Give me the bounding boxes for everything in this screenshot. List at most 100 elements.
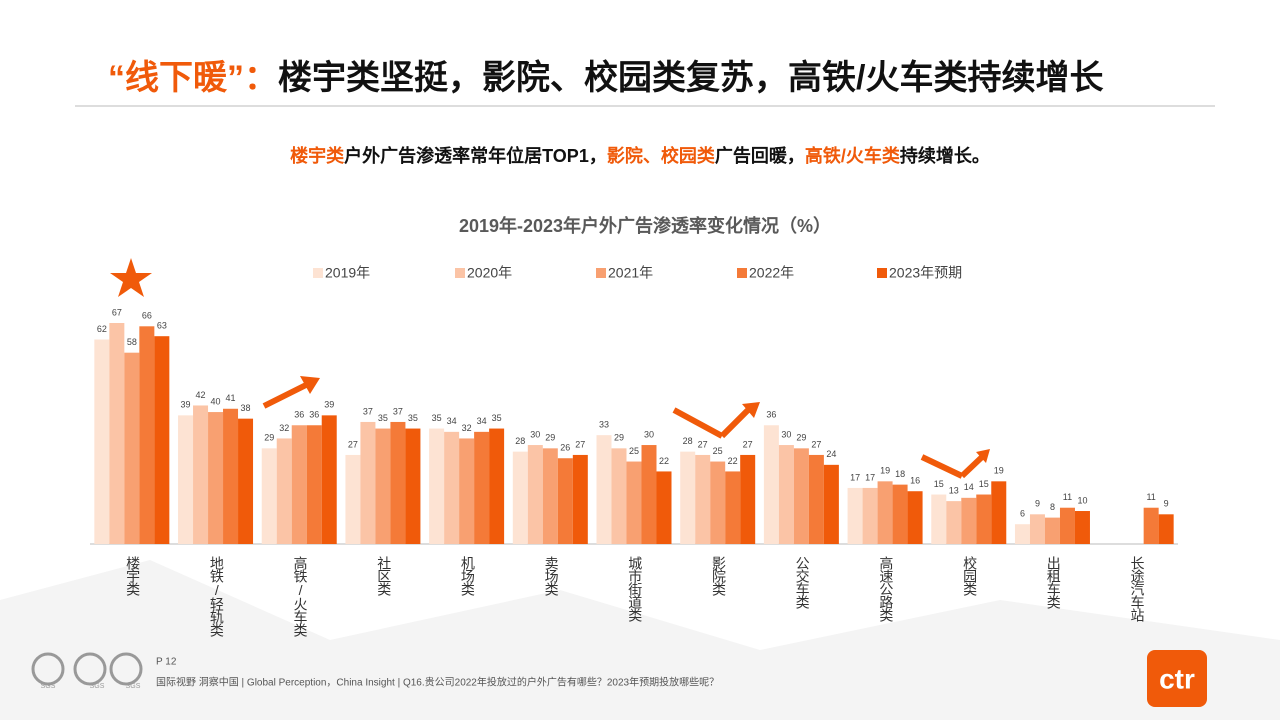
value-label: 27: [811, 439, 821, 449]
value-label: 58: [127, 337, 137, 347]
value-label: 29: [796, 433, 806, 443]
value-label: 11: [1063, 492, 1072, 502]
bar: [276, 438, 292, 544]
background-shape: [0, 560, 1280, 720]
slide-title: “线下暖”：楼宇类坚挺，影院、校园类复苏，高铁/火车类持续增长: [108, 58, 1103, 97]
badge-text: SGS: [41, 683, 56, 690]
value-label: 63: [157, 321, 167, 331]
value-label: 17: [865, 472, 875, 482]
x-tick-label: 校园类: [962, 555, 978, 596]
bar: [306, 425, 322, 544]
value-label: 35: [378, 413, 388, 423]
value-label: 42: [196, 390, 206, 400]
value-label: 40: [211, 396, 221, 406]
bar: [862, 487, 878, 544]
bar: [823, 464, 839, 544]
bar: [345, 454, 361, 544]
bar: [474, 431, 490, 544]
bar: [360, 421, 376, 544]
bar: [991, 481, 1007, 544]
value-label: 39: [324, 400, 334, 410]
value-label: 27: [348, 439, 358, 449]
badge-text: SGS: [126, 683, 141, 690]
bar: [725, 471, 741, 544]
value-label: 16: [910, 476, 920, 486]
bar: [429, 428, 445, 544]
logo: ctr: [1159, 663, 1195, 694]
bar: [1014, 524, 1030, 544]
value-label: 28: [683, 436, 693, 446]
bar: [710, 461, 726, 544]
value-label: 36: [294, 410, 304, 420]
text-run: 楼宇类坚挺，影院、校园类复苏，高铁/火车类持续增长: [278, 58, 1103, 97]
x-tick-label: 卖场类: [544, 556, 560, 596]
bar: [124, 352, 140, 544]
bar: [238, 418, 254, 544]
value-label: 27: [575, 439, 585, 449]
bar: [512, 451, 528, 544]
value-label: 66: [142, 311, 152, 321]
value-label: 38: [241, 403, 251, 413]
value-label: 27: [743, 439, 753, 449]
arrow-heads: [300, 376, 990, 463]
value-label: 35: [432, 413, 442, 423]
bar: [1029, 514, 1045, 544]
bar: [1044, 517, 1060, 544]
logo-box: [1147, 650, 1207, 707]
bar: [641, 445, 657, 544]
value-label: 9: [1035, 499, 1040, 509]
value-label: 29: [264, 433, 274, 443]
value-label: 9: [1164, 499, 1169, 509]
legend-label: 2023年预期: [889, 265, 962, 281]
bar: [695, 454, 711, 544]
bar: [961, 497, 977, 544]
bar: [193, 405, 209, 544]
legend-label: 2021年: [608, 265, 653, 281]
value-label: 18: [895, 469, 905, 479]
badge-text: SGS: [90, 683, 105, 690]
bar: [261, 448, 277, 544]
bar: [946, 501, 962, 544]
text-run: “线下暖”：: [108, 59, 278, 97]
bar: [223, 408, 239, 544]
bar: [808, 454, 824, 544]
bar: [405, 428, 421, 544]
value-label: 37: [393, 406, 403, 416]
bar: [390, 421, 406, 544]
value-label: 22: [728, 456, 738, 466]
value-label: 35: [408, 413, 418, 423]
value-label: 19: [994, 466, 1004, 476]
legend-swatch: [455, 268, 465, 278]
bar: [778, 445, 794, 544]
value-label: 28: [515, 436, 525, 446]
x-tick-label: 高铁/火车类: [293, 555, 309, 637]
legend-swatch: [596, 268, 606, 278]
value-label: 35: [492, 413, 502, 423]
legend-label: 2019年: [325, 265, 370, 281]
legend-swatch: [313, 268, 323, 278]
value-label: 67: [112, 307, 122, 317]
value-label: 19: [880, 466, 890, 476]
bar: [611, 448, 627, 544]
bar: [321, 415, 337, 544]
bar: [542, 448, 558, 544]
bar: [459, 438, 475, 544]
value-label: 62: [97, 324, 107, 334]
bar: [907, 491, 923, 544]
bar: [1143, 507, 1159, 544]
chart-title: 2019年-2023年户外广告渗透率变化情况（%）: [459, 215, 831, 236]
text-run: 广告回暖，: [715, 145, 805, 166]
x-tick-label: 高速公路类: [878, 555, 894, 622]
bar: [1158, 514, 1174, 544]
sgs-badges: SGS SGS SGS: [31, 652, 143, 690]
value-label: 29: [614, 433, 624, 443]
value-label: 32: [462, 423, 472, 433]
bar: [847, 487, 863, 544]
value-label: 26: [560, 443, 570, 453]
value-label: 36: [309, 410, 319, 420]
bar: [489, 428, 505, 544]
bar: [527, 445, 543, 544]
subtitle: 楼宇类户外广告渗透率常年位居TOP1，影院、校园类广告回暖，高铁/火车类持续增长…: [290, 145, 990, 166]
bar: [291, 425, 307, 544]
value-label: 30: [644, 429, 654, 439]
